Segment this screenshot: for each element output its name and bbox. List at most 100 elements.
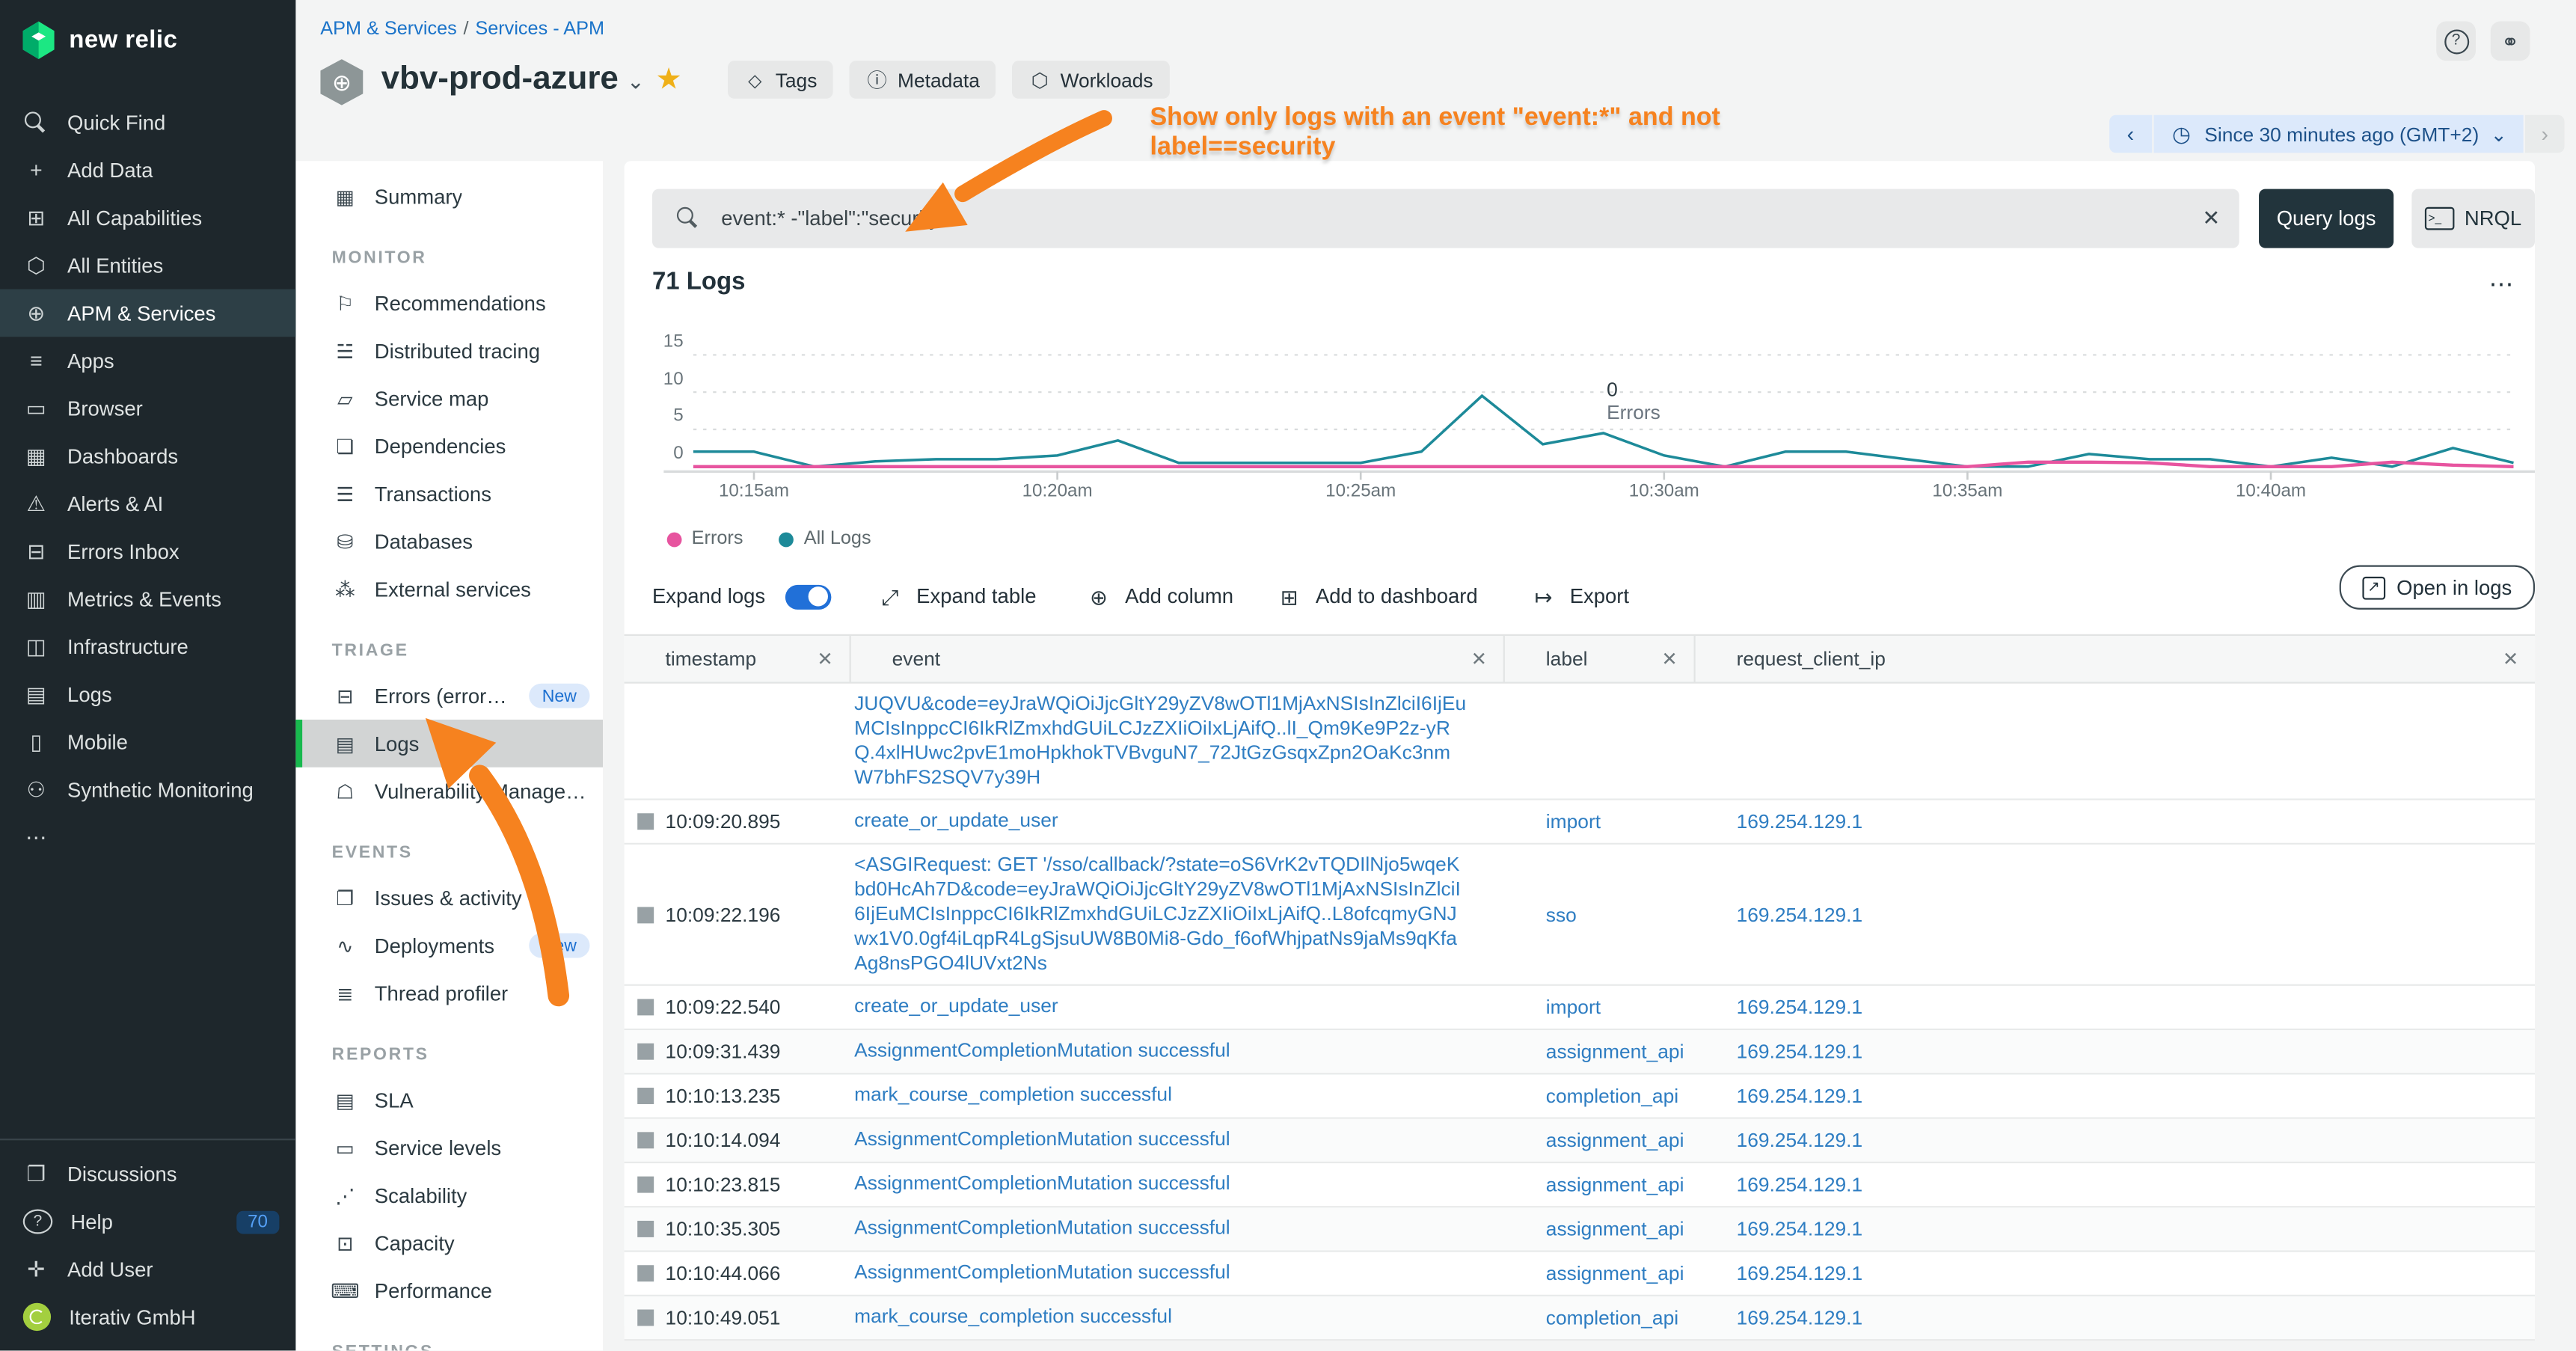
sidebar-item-discussions[interactable]: ❐ Discussions — [0, 1150, 295, 1198]
subnav-item-sla[interactable]: ▤ SLA — [295, 1076, 603, 1124]
subnav-item-service-levels[interactable]: ▭ Service levels — [295, 1124, 603, 1171]
sidebar-item-metrics-events[interactable]: ▥ Metrics & Events — [0, 575, 295, 623]
sidebar-item-infrastructure[interactable]: ◫ Infrastructure — [0, 622, 295, 670]
event-link[interactable]: AssignmentCompletionMutation successful — [854, 1349, 1230, 1351]
subnav-item-vulnerability-management[interactable]: ☖ Vulnerability Management — [295, 768, 603, 815]
label-link[interactable]: import — [1545, 996, 1601, 1019]
sidebar-item-mobile[interactable]: ▯ Mobile — [0, 718, 295, 766]
add-to-dashboard-button[interactable]: ⊞ Add to dashboard — [1276, 583, 1478, 610]
ip-link[interactable]: 169.254.129.1 — [1736, 1217, 1863, 1241]
label-link[interactable]: completion_api — [1545, 1084, 1679, 1108]
label-link[interactable]: sso — [1545, 902, 1577, 926]
subnav-item-logs[interactable]: ▤ Logs — [295, 720, 604, 768]
clear-query-icon[interactable]: ✕ — [2202, 205, 2221, 230]
time-back-button[interactable]: ‹ — [2109, 114, 2152, 153]
sidebar-item-all-entities[interactable]: ⬡ All Entities — [0, 242, 295, 290]
event-link[interactable]: <ASGIRequest: GET '/sso/callback/?state=… — [854, 852, 1461, 975]
event-link[interactable]: AssignmentCompletionMutation successful — [854, 1127, 1230, 1151]
subnav-item-scalability[interactable]: ⋰ Scalability — [295, 1171, 603, 1219]
row-checkbox[interactable] — [637, 1088, 654, 1104]
sidebar-item-help[interactable]: ? Help 70 — [0, 1198, 295, 1246]
ip-link[interactable]: 169.254.129.1 — [1736, 809, 1863, 833]
row-checkbox[interactable] — [637, 1265, 654, 1282]
favorite-star-icon[interactable]: ★ — [655, 62, 682, 96]
sidebar-item-errors-inbox[interactable]: ⊟ Errors Inbox — [0, 527, 295, 575]
subnav-item-issues-activity[interactable]: ❐ Issues & activity — [295, 874, 603, 922]
workloads-button[interactable]: ⬡ Workloads — [1012, 61, 1170, 99]
event-link[interactable]: AssignmentCompletionMutation successful — [854, 1038, 1230, 1062]
remove-column-icon[interactable]: ✕ — [2502, 650, 2519, 671]
row-checkbox[interactable] — [637, 1043, 654, 1060]
subnav-item-service-map[interactable]: ▱ Service map — [295, 375, 603, 423]
panel-menu-icon[interactable]: ⋯ — [2488, 271, 2515, 299]
ip-link[interactable]: 169.254.129.1 — [1736, 1128, 1863, 1152]
label-link[interactable]: assignment_api — [1545, 1261, 1684, 1285]
subnav-item-transactions[interactable]: ☰ Transactions — [295, 470, 603, 518]
subnav-item-recommendations[interactable]: ⚐ Recommendations — [295, 279, 603, 327]
row-checkbox[interactable] — [637, 1309, 654, 1326]
event-link[interactable]: mark_course_completion successful — [854, 1082, 1172, 1106]
row-checkbox[interactable] — [637, 1176, 654, 1193]
label-link[interactable]: assignment_api — [1545, 1128, 1684, 1152]
expand-logs-toggle[interactable] — [785, 583, 831, 609]
subnav-item-external-services[interactable]: ⁂ External services — [295, 566, 603, 613]
sidebar-item-browser[interactable]: ▭ Browser — [0, 385, 295, 432]
sidebar-item-alerts-ai[interactable]: ⚠ Alerts & AI — [0, 480, 295, 527]
tags-button[interactable]: ⬦ Tags — [728, 61, 834, 99]
label-link[interactable]: assignment_api — [1545, 1040, 1684, 1064]
expand-table-button[interactable]: ⤢ Expand table — [877, 583, 1037, 610]
label-link[interactable]: assignment_api — [1545, 1217, 1684, 1241]
event-link[interactable]: AssignmentCompletionMutation successful — [854, 1171, 1230, 1195]
ip-link[interactable]: 169.254.129.1 — [1736, 996, 1863, 1019]
breadcrumb-link-services-apm[interactable]: Services - APM — [475, 19, 605, 40]
ip-link[interactable]: 169.254.129.1 — [1736, 902, 1863, 926]
subnav-item-deployments[interactable]: ∿ Deployments New — [295, 922, 603, 969]
subnav-item-databases[interactable]: ⛁ Databases — [295, 518, 603, 566]
sidebar-item-apps[interactable]: ≡ Apps — [0, 337, 295, 385]
label-link[interactable]: completion_api — [1545, 1306, 1679, 1329]
subnav-item-summary[interactable]: ▦ Summary — [295, 173, 603, 221]
nrql-button[interactable]: >_ NRQL — [2411, 189, 2536, 248]
sidebar-item-synthetic-monitoring[interactable]: ⚇ Synthetic Monitoring — [0, 766, 295, 814]
ip-link[interactable]: 169.254.129.1 — [1736, 1084, 1863, 1108]
help-circle-button[interactable]: ? — [2436, 21, 2476, 61]
row-checkbox[interactable] — [637, 1132, 654, 1149]
subnav-item-thread-profiler[interactable]: ≣ Thread profiler — [295, 969, 603, 1017]
metadata-button[interactable]: ⓘ Metadata — [850, 61, 996, 99]
event-link[interactable]: JUQVU&code=eyJraWQiOiJjcGltY29yZV8wOTl1M… — [854, 691, 1467, 789]
sidebar-item-quick-find[interactable]: Quick Find — [0, 99, 295, 147]
permalink-button[interactable]: ⚭ — [2490, 21, 2530, 61]
label-link[interactable]: import — [1545, 809, 1601, 833]
chevron-down-icon[interactable]: ⌄ — [626, 69, 645, 94]
subnav-item-dependencies[interactable]: ❏ Dependencies — [295, 422, 603, 470]
query-logs-button[interactable]: Query logs — [2259, 189, 2394, 248]
subnav-item-capacity[interactable]: ⊡ Capacity — [295, 1219, 603, 1267]
time-range-dropdown[interactable]: ◷ Since 30 minutes ago (GMT+2) ⌄ — [2153, 114, 2524, 153]
subnav-item-performance[interactable]: ⌨ Performance — [295, 1266, 603, 1314]
ip-link[interactable]: 169.254.129.1 — [1736, 1261, 1863, 1285]
ip-link[interactable]: 169.254.129.1 — [1736, 1306, 1863, 1329]
sidebar-item-logs[interactable]: ▤ Logs — [0, 670, 295, 718]
open-in-logs-button[interactable]: ↗ Open in logs — [2339, 565, 2536, 610]
time-forward-button[interactable]: › — [2524, 114, 2565, 153]
event-link[interactable]: AssignmentCompletionMutation successful — [854, 1260, 1230, 1284]
event-link[interactable]: create_or_update_user — [854, 808, 1058, 832]
sidebar-item-add-user[interactable]: ✛ Add User — [0, 1246, 295, 1293]
sidebar-item-all-capabilities[interactable]: ⊞ All Capabilities — [0, 194, 295, 242]
sidebar-item-iterativ-gmbh[interactable]: Iterativ GmbH — [0, 1293, 295, 1341]
row-checkbox[interactable] — [637, 1220, 654, 1237]
sidebar-item-apm-services[interactable]: ⊕ APM & Services — [0, 289, 296, 337]
event-link[interactable]: create_or_update_user — [854, 993, 1058, 1017]
column-header-timestamp[interactable]: timestamp ✕ — [625, 636, 851, 682]
column-header-event[interactable]: event ✕ — [851, 636, 1505, 682]
subnav-item-errors-errors-inb[interactable]: ⊟ Errors (errors inb... New — [295, 672, 603, 720]
subnav-item-distributed-tracing[interactable]: ☱ Distributed tracing — [295, 327, 603, 375]
newrelic-logo[interactable]: new relic — [0, 0, 295, 79]
column-header-label[interactable]: label ✕ — [1505, 636, 1696, 682]
sidebar-item-more[interactable]: ⋯ — [0, 813, 295, 861]
row-checkbox[interactable] — [637, 906, 654, 923]
sidebar-item-dashboards[interactable]: ▦ Dashboards — [0, 432, 295, 480]
legend-item-all-logs[interactable]: All Logs — [779, 529, 871, 549]
column-header-request-client-ip[interactable]: request_client_ip ✕ — [1696, 636, 2535, 681]
add-column-button[interactable]: ⊕ Add column — [1085, 583, 1233, 610]
